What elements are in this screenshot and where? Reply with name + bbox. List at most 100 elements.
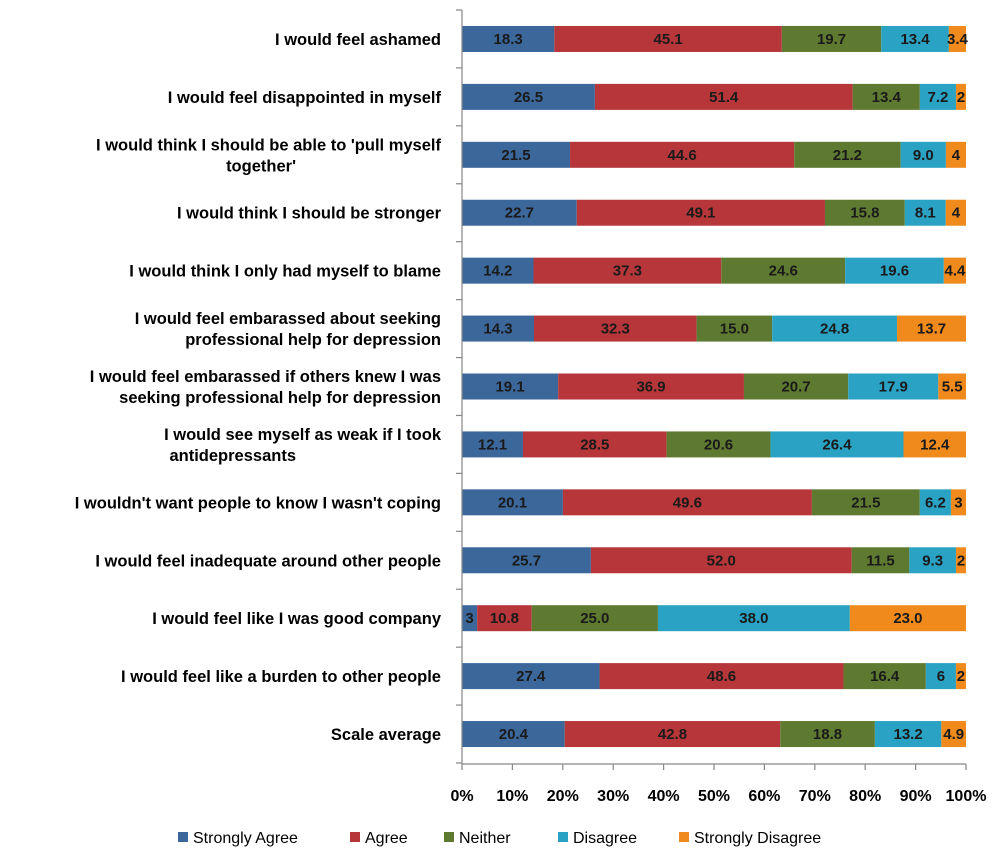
bar-segment bbox=[904, 199, 946, 226]
data-label: 13.4 bbox=[900, 31, 930, 48]
bar-segment bbox=[462, 25, 555, 52]
data-label: 48.6 bbox=[707, 668, 736, 685]
bar-segment bbox=[534, 315, 697, 342]
bar-segment bbox=[462, 257, 534, 284]
bar-segment bbox=[845, 257, 944, 284]
category-label-line: I would feel inadequate around other peo… bbox=[95, 552, 441, 570]
data-label: 2 bbox=[957, 552, 965, 569]
bar-segment bbox=[721, 257, 846, 284]
bar-segment bbox=[900, 141, 946, 168]
x-tick-label: 60% bbox=[748, 788, 780, 805]
bar-segment bbox=[594, 83, 853, 110]
bar-segment bbox=[558, 373, 744, 400]
category-label: Scale average bbox=[331, 726, 441, 744]
data-label: 15.0 bbox=[720, 321, 749, 338]
bar-segment bbox=[462, 199, 577, 226]
bar-segment bbox=[909, 547, 956, 574]
bar-segment bbox=[522, 431, 667, 458]
bar-segment bbox=[938, 373, 966, 400]
data-label: 26.5 bbox=[514, 89, 543, 106]
data-label: 32.3 bbox=[601, 321, 630, 338]
data-label: 20.1 bbox=[498, 494, 527, 511]
bar-segment bbox=[955, 547, 966, 574]
data-label: 19.7 bbox=[817, 31, 846, 48]
bar-segment bbox=[462, 663, 600, 690]
data-label: 18.8 bbox=[813, 726, 842, 743]
bar-segment bbox=[943, 257, 966, 284]
x-tick-label: 0% bbox=[450, 788, 473, 805]
legend-swatch bbox=[178, 832, 188, 842]
category-label-line: I would see myself as weak if I took bbox=[164, 426, 442, 444]
bar-segment bbox=[666, 431, 771, 458]
bar-segment bbox=[955, 83, 966, 110]
data-label: 18.3 bbox=[494, 31, 523, 48]
bar-segment bbox=[696, 315, 773, 342]
data-label: 6 bbox=[937, 668, 945, 685]
x-tick-label: 90% bbox=[900, 788, 932, 805]
legend-swatch bbox=[444, 832, 454, 842]
bar-segment bbox=[811, 489, 920, 516]
data-label: 14.2 bbox=[483, 263, 512, 280]
bar-segment bbox=[843, 663, 926, 690]
bar-segment bbox=[554, 25, 782, 52]
category-label: I would think I only had myself to blame bbox=[129, 263, 441, 281]
data-label: 13.7 bbox=[917, 321, 946, 338]
bar-segment bbox=[562, 489, 812, 516]
x-tick-label: 40% bbox=[648, 788, 680, 805]
category-label-line: I would think I should be able to 'pull … bbox=[96, 136, 441, 154]
category-label: I would think I should be stronger bbox=[177, 205, 442, 223]
category-label-line: I would think I only had myself to blame bbox=[129, 263, 441, 281]
data-label: 4.9 bbox=[943, 726, 964, 743]
data-label: 2 bbox=[957, 89, 965, 106]
data-label: 20.6 bbox=[704, 436, 733, 453]
segment-labels-group: 18.3 45.1 19.7 13.4 3.4 26.5 51.4 13.4 7.2 2 21.5 4… bbox=[465, 31, 968, 743]
data-label: 24.6 bbox=[769, 263, 798, 280]
data-label: 49.1 bbox=[686, 205, 715, 222]
bar-segment bbox=[941, 721, 966, 748]
legend-swatch bbox=[679, 832, 689, 842]
data-label: 3 bbox=[465, 610, 473, 627]
data-label: 9.0 bbox=[913, 147, 934, 164]
data-label: 51.4 bbox=[709, 89, 739, 106]
data-label: 25.7 bbox=[512, 552, 541, 569]
bar-segment bbox=[919, 489, 951, 516]
data-label: 14.3 bbox=[483, 321, 512, 338]
bar-segment bbox=[925, 663, 956, 690]
bar-segment bbox=[851, 547, 910, 574]
data-label: 27.4 bbox=[516, 668, 546, 685]
category-label-line: seeking professional help for depression bbox=[119, 389, 441, 407]
bar-segment bbox=[770, 431, 904, 458]
bar-segment bbox=[462, 547, 591, 574]
data-label: 37.3 bbox=[613, 263, 642, 280]
data-label: 11.5 bbox=[866, 552, 894, 569]
data-label: 21.5 bbox=[851, 494, 880, 511]
category-label: I would feel ashamed bbox=[275, 31, 441, 49]
data-label: 19.6 bbox=[880, 263, 909, 280]
data-label: 45.1 bbox=[653, 31, 682, 48]
category-label: I wouldn't want people to know I wasn't … bbox=[75, 494, 441, 512]
legend-swatch bbox=[558, 832, 568, 842]
data-label: 52.0 bbox=[707, 552, 736, 569]
data-label: 20.4 bbox=[499, 726, 529, 743]
bar-segment bbox=[477, 605, 532, 632]
data-label: 28.5 bbox=[580, 436, 609, 453]
bar-segment bbox=[599, 663, 844, 690]
bar-segment bbox=[564, 721, 781, 748]
category-label-line: professional help for depression bbox=[185, 331, 441, 349]
category-label: I would see myself as weak if I took anti… bbox=[164, 426, 442, 465]
bar-segment bbox=[955, 663, 966, 690]
bar-segment bbox=[781, 25, 882, 52]
category-label: I would feel embarassed if others knew I… bbox=[90, 368, 441, 407]
data-label: 6.2 bbox=[925, 494, 946, 511]
category-label: I would feel like a burden to other peop… bbox=[121, 668, 441, 686]
bar-segment bbox=[897, 315, 966, 342]
data-label: 2 bbox=[957, 668, 965, 685]
bar-segment bbox=[743, 373, 849, 400]
x-tick-label: 10% bbox=[496, 788, 528, 805]
data-label: 17.9 bbox=[879, 379, 908, 396]
bar-segment bbox=[462, 141, 571, 168]
data-label: 12.4 bbox=[920, 436, 950, 453]
data-label: 4 bbox=[952, 147, 961, 164]
data-label: 38.0 bbox=[739, 610, 768, 627]
